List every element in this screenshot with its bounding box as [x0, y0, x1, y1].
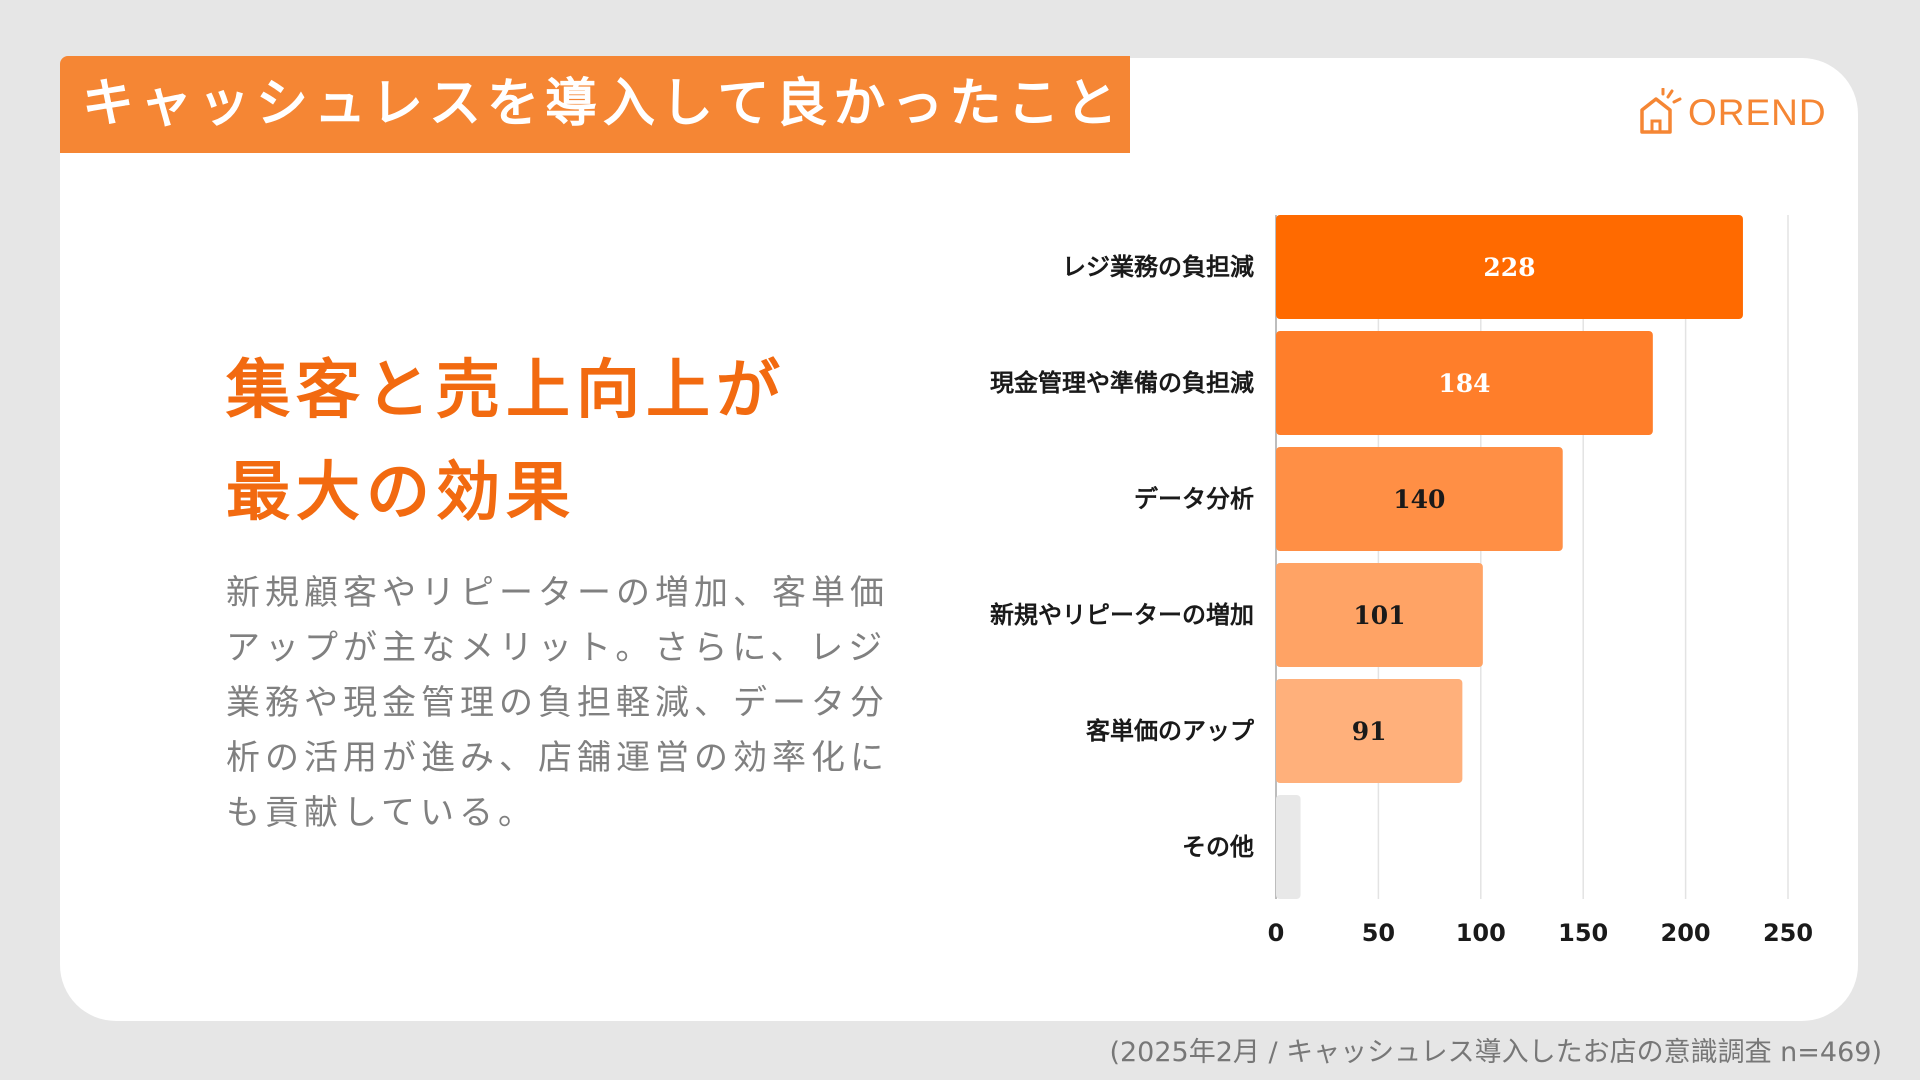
description-text: 新規顧客やリピーターの増加、客単価アップが主なメリット。さらに、レジ業務や現金管…: [226, 573, 889, 833]
bar: [1276, 795, 1301, 899]
bar-chart: 0 50 100 150 200 250 レジ業務の負担減 228 現金管理や準備の負担減 184…: [990, 215, 1813, 947]
value-label: 140: [1393, 485, 1445, 514]
bar: [1276, 331, 1653, 435]
chart-labels: 0 50 100 150 200 250 レジ業務の負担減 228 現金管理や準備の負担減 184…: [990, 253, 1813, 947]
x-tick-label: 100: [1456, 919, 1506, 947]
x-tick-label: 250: [1763, 919, 1813, 947]
x-tick-label: 200: [1661, 919, 1711, 947]
category-label: データ分析: [1134, 485, 1254, 513]
source-note: (2025年2月 / キャッシュレス導入したお店の意識調査 n=469): [1109, 1037, 1882, 1068]
x-tick-label: 0: [1268, 919, 1285, 947]
category-label: レジ業務の負担減: [1062, 253, 1254, 281]
value-label: 184: [1438, 369, 1490, 398]
category-label: 客単価のアップ: [1086, 717, 1255, 745]
x-tick-label: 150: [1558, 919, 1608, 947]
category-label: その他: [1182, 833, 1254, 861]
headline-line-2: 最大の効果: [226, 456, 576, 530]
value-label: 101: [1353, 601, 1405, 630]
logo-text: OREND: [1688, 92, 1827, 133]
category-label: 現金管理や準備の負担減: [990, 369, 1254, 397]
house-sparkle-icon: [1640, 88, 1682, 134]
value-label: 228: [1483, 253, 1535, 282]
chart-gridlines: [1275, 215, 1789, 899]
x-tick-label: 50: [1362, 919, 1395, 947]
bar: [1276, 563, 1483, 667]
category-label: 新規やリピーターの増加: [990, 601, 1254, 629]
bar: [1276, 679, 1463, 783]
chart-bars: [1276, 215, 1743, 899]
bar: [1276, 215, 1743, 319]
headline-line-1: 集客と売上向上が: [226, 354, 786, 428]
value-label: 91: [1352, 717, 1387, 746]
page-title: キャッシュレスを導入して良かったこと: [82, 74, 1124, 134]
headline: 集客と売上向上が 最大の効果: [226, 340, 786, 544]
bar: [1276, 447, 1563, 551]
title-band: キャッシュレスを導入して良かったこと: [60, 56, 1130, 153]
brand-logo: OREND: [1636, 86, 1827, 140]
